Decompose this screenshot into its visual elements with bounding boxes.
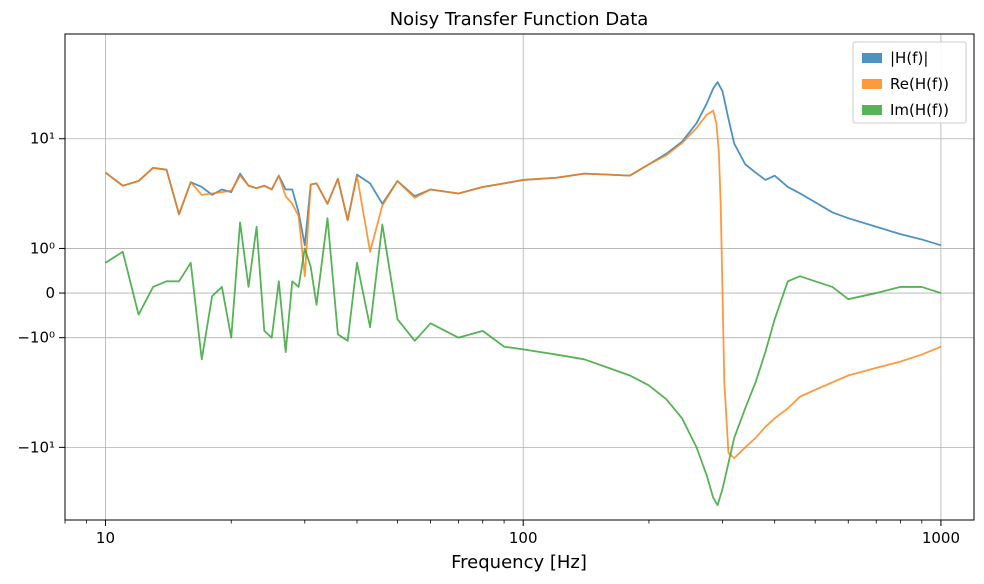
x-axis-label: Frequency [Hz] — [451, 552, 587, 573]
plot-frame — [64, 33, 975, 521]
legend-swatch — [862, 79, 882, 89]
legend-swatch — [862, 105, 882, 115]
y-axis-ticks: 10¹ 10⁰ 0 −10⁰ −10¹ — [17, 130, 65, 456]
y-tick-label: 10¹ — [30, 130, 55, 148]
legend-swatch — [862, 53, 882, 63]
series-line-2 — [104, 217, 942, 507]
series-layer — [104, 81, 942, 507]
x-tick-label: 100 — [509, 529, 538, 547]
plot-area — [104, 81, 942, 507]
chart-title: Noisy Transfer Function Data — [390, 9, 649, 30]
y-tick-label: −10¹ — [17, 438, 55, 456]
legend-label: |H(f)| — [890, 49, 928, 67]
x-tick-label: 10 — [96, 529, 115, 547]
legend-label: Re(H(f)) — [890, 75, 949, 93]
y-tick-label: 10⁰ — [30, 239, 55, 257]
series-line-1 — [104, 109, 942, 460]
y-tick-label: −10⁰ — [17, 329, 55, 347]
y-tick-label: 0 — [45, 284, 55, 302]
legend: |H(f)| Re(H(f)) Im(H(f)) — [852, 41, 967, 124]
x-axis-ticks: 10 100 1000 — [64, 520, 960, 547]
legend-label: Im(H(f)) — [890, 101, 949, 119]
x-tick-label: 1000 — [922, 529, 960, 547]
